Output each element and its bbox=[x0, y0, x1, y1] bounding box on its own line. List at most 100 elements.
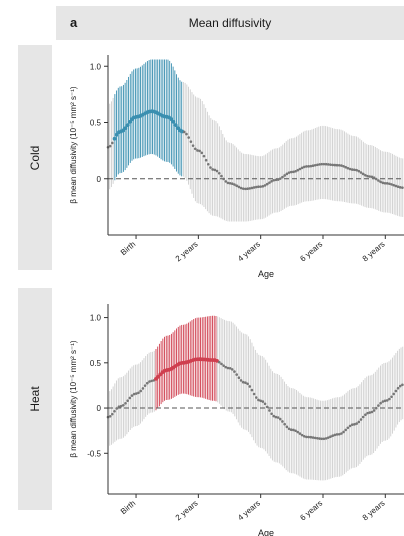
cold-mean-point bbox=[198, 149, 201, 153]
heat-mean-point bbox=[398, 384, 402, 388]
panel-letter: a bbox=[70, 15, 78, 30]
heat-mean-point bbox=[320, 437, 324, 441]
heat-mean-point bbox=[217, 360, 221, 364]
heat-mean-point bbox=[263, 402, 267, 406]
cold-mean-point bbox=[108, 144, 112, 148]
cold-mean-point bbox=[112, 136, 117, 141]
heat-y-tick-label: 0.5 bbox=[90, 359, 102, 368]
cold-y-tick-label: 0 bbox=[97, 175, 102, 184]
heat-mean-point bbox=[298, 432, 302, 435]
cold-mean-point bbox=[281, 175, 284, 179]
heat-mean-point bbox=[108, 414, 112, 418]
cold-mean-point bbox=[196, 149, 199, 152]
cold-mean-point bbox=[246, 187, 249, 191]
heat-mean-point bbox=[220, 362, 223, 366]
cold-mean-point bbox=[370, 175, 374, 179]
cold-mean-point bbox=[283, 174, 286, 177]
cold-mean-point bbox=[350, 168, 354, 171]
cold-mean-point bbox=[257, 185, 260, 189]
cold-mean-point bbox=[388, 182, 391, 186]
heat-mean-point bbox=[150, 379, 153, 383]
heat-mean-point bbox=[132, 392, 136, 396]
cold-mean-point bbox=[331, 163, 334, 167]
heat-mean-point bbox=[359, 418, 363, 421]
heat-mean-point bbox=[348, 424, 352, 428]
heat-mean-point bbox=[396, 386, 400, 390]
heat-mean-point bbox=[257, 398, 260, 402]
cold-mean-point bbox=[114, 132, 119, 137]
cold-mean-point bbox=[213, 168, 217, 172]
heat-mean-point bbox=[385, 399, 389, 402]
cold-mean-point bbox=[228, 181, 232, 185]
cold-mean-point bbox=[294, 169, 297, 173]
cold-mean-point bbox=[309, 164, 313, 168]
cold-mean-point bbox=[169, 117, 174, 122]
cold-mean-point bbox=[300, 166, 304, 170]
heat-mean-point bbox=[326, 436, 330, 439]
cold-mean-point bbox=[252, 186, 256, 189]
heat-mean-points bbox=[106, 357, 404, 441]
heat-mean-point bbox=[305, 435, 308, 439]
cold-mean-point bbox=[222, 177, 225, 181]
heat-mean-point bbox=[377, 404, 380, 407]
cold-mean-point bbox=[357, 169, 361, 173]
heat-mean-point bbox=[121, 403, 125, 407]
heat-mean-point bbox=[383, 399, 387, 403]
cold-mean-point bbox=[359, 171, 363, 174]
cold-x-axis-label: Age bbox=[258, 269, 274, 279]
cold-mean-point bbox=[226, 181, 230, 185]
cold-mean-point bbox=[224, 180, 228, 183]
cold-mean-point bbox=[193, 147, 197, 151]
cold-mean-point bbox=[127, 120, 132, 124]
cold-mean-point bbox=[220, 174, 223, 178]
heat-mean-point bbox=[313, 436, 317, 440]
panel-label-cold: Cold bbox=[18, 45, 52, 270]
cold-x-tick-label: 2 years bbox=[174, 240, 200, 264]
cold-mean-point bbox=[340, 164, 343, 167]
cold-mean-point bbox=[316, 163, 319, 167]
cold-chart: 1.0 0.5 0 Birth 2 years 4 years 6 years 8 years… bbox=[69, 55, 404, 279]
panel-label-cold-text: Cold bbox=[28, 145, 42, 170]
cold-mean-point bbox=[372, 176, 376, 180]
heat-mean-point bbox=[231, 368, 234, 371]
cold-x-tick-label: Birth bbox=[119, 240, 137, 257]
heat-mean-point bbox=[340, 432, 343, 435]
heat-y-tick-label: -0.5 bbox=[87, 449, 101, 458]
heat-mean-point bbox=[261, 400, 265, 403]
cold-y-axis-label: β mean diffusivity (10⁻⁵ mm² s⁻¹) bbox=[69, 86, 78, 203]
heat-y-axis-label: β mean diffusivity (10⁻⁵ mm² s⁻¹) bbox=[69, 340, 78, 457]
cold-ci-bars bbox=[107, 59, 404, 222]
heat-mean-point bbox=[394, 389, 398, 393]
heat-mean-point bbox=[233, 370, 236, 373]
heat-mean-point bbox=[124, 401, 127, 405]
cold-mean-point bbox=[355, 168, 358, 172]
cold-mean-point bbox=[361, 172, 365, 176]
cold-mean-point bbox=[318, 163, 321, 166]
cold-mean-point bbox=[217, 171, 221, 175]
heat-mean-point bbox=[113, 409, 116, 413]
cold-y-tick-label: 0.5 bbox=[90, 119, 102, 128]
heat-mean-point bbox=[392, 392, 396, 396]
heat-x-axis-label: Age bbox=[258, 528, 274, 536]
heat-mean-point bbox=[143, 384, 147, 387]
heat-x-tick-label: 8 years bbox=[361, 499, 387, 523]
heat-mean-point bbox=[250, 388, 254, 392]
heat-mean-point bbox=[226, 366, 230, 370]
heat-mean-point bbox=[311, 436, 315, 439]
heat-mean-point bbox=[265, 405, 269, 409]
heat-mean-point bbox=[241, 380, 245, 384]
cold-mean-point bbox=[272, 178, 276, 182]
heat-mean-point bbox=[259, 399, 262, 403]
heat-mean-point bbox=[361, 415, 365, 419]
heat-mean-point bbox=[353, 423, 356, 426]
heat-mean-point bbox=[239, 379, 243, 382]
cold-mean-point bbox=[248, 187, 252, 190]
cold-mean-point bbox=[265, 182, 269, 186]
heat-mean-point bbox=[289, 428, 293, 432]
cold-mean-point bbox=[348, 167, 352, 171]
heat-mean-point bbox=[324, 437, 328, 440]
cold-mean-point bbox=[274, 178, 278, 182]
heat-mean-point bbox=[342, 430, 345, 434]
cold-mean-point bbox=[268, 181, 271, 184]
heat-mean-point bbox=[255, 396, 258, 399]
